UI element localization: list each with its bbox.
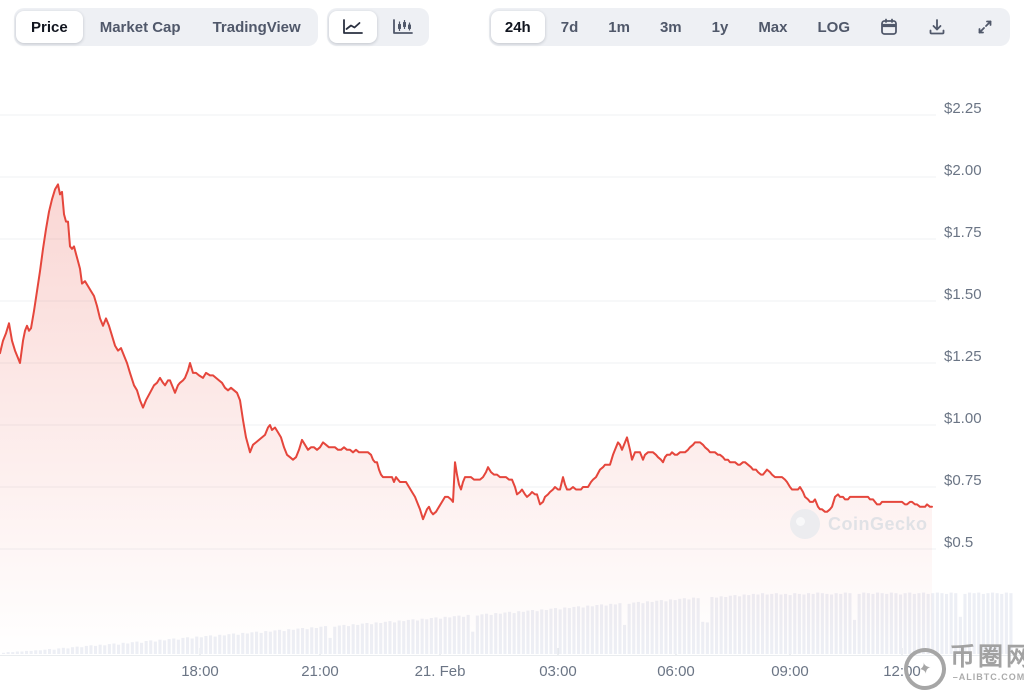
range-7d[interactable]: 7d [547, 11, 593, 43]
chart-toolbar: Price Market Cap TradingView 24h 7d 1m [14, 8, 1010, 46]
price-line [0, 183, 933, 521]
price-area-fill [0, 184, 932, 655]
svg-text:$0.75: $0.75 [944, 472, 982, 489]
candlestick-chart-button[interactable] [379, 11, 427, 43]
svg-text:18:00: 18:00 [181, 663, 219, 680]
range-1y[interactable]: 1y [698, 11, 743, 43]
svg-text:06:00: 06:00 [657, 663, 695, 680]
calendar-icon [881, 18, 897, 35]
download-chart-button[interactable] [914, 11, 960, 43]
range-1m[interactable]: 1m [594, 11, 644, 43]
svg-text:$1.00: $1.00 [944, 410, 982, 427]
svg-text:$1.75: $1.75 [944, 224, 982, 241]
svg-text:$0.5: $0.5 [944, 534, 973, 551]
fullscreen-button[interactable] [962, 11, 1008, 43]
svg-text:21:00: 21:00 [301, 663, 339, 680]
svg-text:$2.00: $2.00 [944, 162, 982, 179]
svg-text:03:00: 03:00 [539, 663, 577, 680]
download-icon [929, 19, 945, 35]
line-chart-icon [342, 19, 363, 34]
chart-type-switcher [326, 8, 429, 46]
svg-text:$1.25: $1.25 [944, 348, 982, 365]
svg-text:09:00: 09:00 [771, 663, 809, 680]
log-scale-toggle[interactable]: LOG [804, 11, 865, 43]
range-24h[interactable]: 24h [490, 11, 545, 43]
svg-text:$1.50: $1.50 [944, 286, 982, 303]
tab-tradingview[interactable]: TradingView [198, 11, 316, 43]
svg-text:$2.25: $2.25 [944, 100, 982, 117]
expand-icon [978, 20, 992, 34]
range-3m[interactable]: 3m [646, 11, 696, 43]
metric-switcher: Price Market Cap TradingView [14, 8, 318, 46]
svg-text:21. Feb: 21. Feb [415, 663, 466, 680]
svg-text:12:00: 12:00 [883, 663, 921, 680]
range-switcher: 24h 7d 1m 3m 1y Max LOG [488, 8, 1010, 46]
candlestick-chart-icon [392, 19, 413, 34]
date-range-button[interactable] [866, 11, 912, 43]
tab-price[interactable]: Price [16, 11, 83, 43]
range-max[interactable]: Max [744, 11, 801, 43]
tab-market-cap[interactable]: Market Cap [85, 11, 196, 43]
line-chart-button[interactable] [328, 11, 377, 43]
axis-labels: $2.25 $2.00 $1.75 $1.50 $1.25 $1.00 $0.75 $0.5 1… [181, 100, 981, 680]
